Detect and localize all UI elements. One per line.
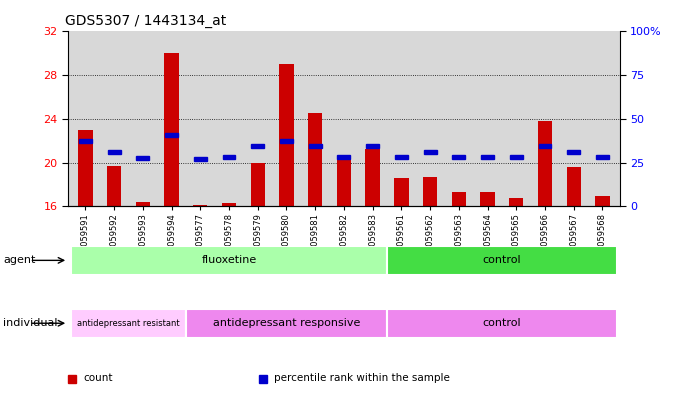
Bar bbox=[280, 139, 293, 143]
Bar bbox=[108, 150, 121, 154]
Bar bbox=[79, 139, 92, 143]
Bar bbox=[186, 309, 387, 338]
Bar bbox=[387, 309, 617, 338]
Bar bbox=[510, 155, 523, 159]
Bar bbox=[78, 130, 93, 206]
Bar bbox=[539, 144, 552, 148]
Bar bbox=[338, 155, 350, 159]
Text: agent: agent bbox=[3, 255, 36, 265]
Bar bbox=[308, 114, 322, 206]
Bar bbox=[567, 150, 580, 154]
Text: individual: individual bbox=[3, 318, 58, 328]
Bar bbox=[366, 149, 380, 206]
Bar bbox=[336, 157, 351, 206]
Text: antidepressant resistant: antidepressant resistant bbox=[77, 319, 180, 328]
Bar bbox=[223, 155, 236, 159]
Text: antidepressant responsive: antidepressant responsive bbox=[212, 318, 360, 328]
Bar bbox=[251, 144, 264, 148]
Bar bbox=[567, 167, 581, 206]
Bar bbox=[136, 156, 149, 160]
Bar bbox=[395, 155, 408, 159]
Bar bbox=[194, 158, 207, 161]
Bar bbox=[595, 196, 609, 206]
Bar bbox=[71, 309, 186, 338]
Bar bbox=[509, 198, 524, 206]
Bar bbox=[481, 155, 494, 159]
Text: percentile rank within the sample: percentile rank within the sample bbox=[274, 373, 449, 383]
Bar bbox=[394, 178, 409, 206]
Bar bbox=[423, 177, 437, 206]
Bar bbox=[222, 203, 236, 206]
Bar bbox=[366, 144, 379, 148]
Text: control: control bbox=[483, 318, 521, 328]
Bar bbox=[452, 192, 466, 206]
Bar bbox=[164, 53, 178, 206]
Bar bbox=[71, 246, 387, 275]
Bar bbox=[480, 192, 494, 206]
Text: control: control bbox=[483, 255, 521, 265]
Bar bbox=[387, 246, 617, 275]
Bar bbox=[596, 155, 609, 159]
Bar bbox=[424, 150, 437, 154]
Bar bbox=[251, 163, 265, 206]
Text: count: count bbox=[83, 373, 112, 383]
Bar bbox=[308, 144, 321, 148]
Bar bbox=[452, 155, 465, 159]
Bar bbox=[107, 166, 121, 206]
Bar bbox=[136, 202, 150, 206]
Bar bbox=[538, 121, 552, 206]
Bar bbox=[193, 205, 208, 206]
Bar bbox=[279, 64, 294, 206]
Bar bbox=[165, 133, 178, 137]
Text: GDS5307 / 1443134_at: GDS5307 / 1443134_at bbox=[65, 14, 227, 28]
Text: fluoxetine: fluoxetine bbox=[202, 255, 257, 265]
